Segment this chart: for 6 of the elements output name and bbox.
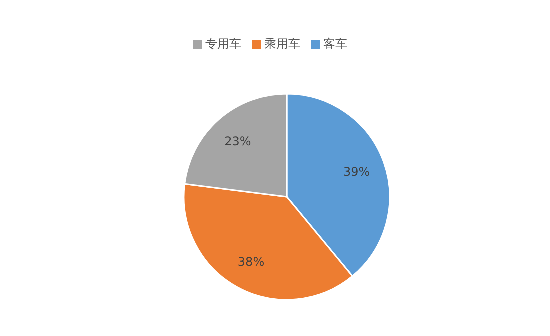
data-label: 38% <box>238 254 265 269</box>
legend-label: 专用车 <box>206 37 242 51</box>
data-label: 39% <box>343 164 370 179</box>
legend-label: 客车 <box>324 37 348 51</box>
data-label: 23% <box>224 134 252 148</box>
legend-label: 乘用车 <box>264 37 300 51</box>
